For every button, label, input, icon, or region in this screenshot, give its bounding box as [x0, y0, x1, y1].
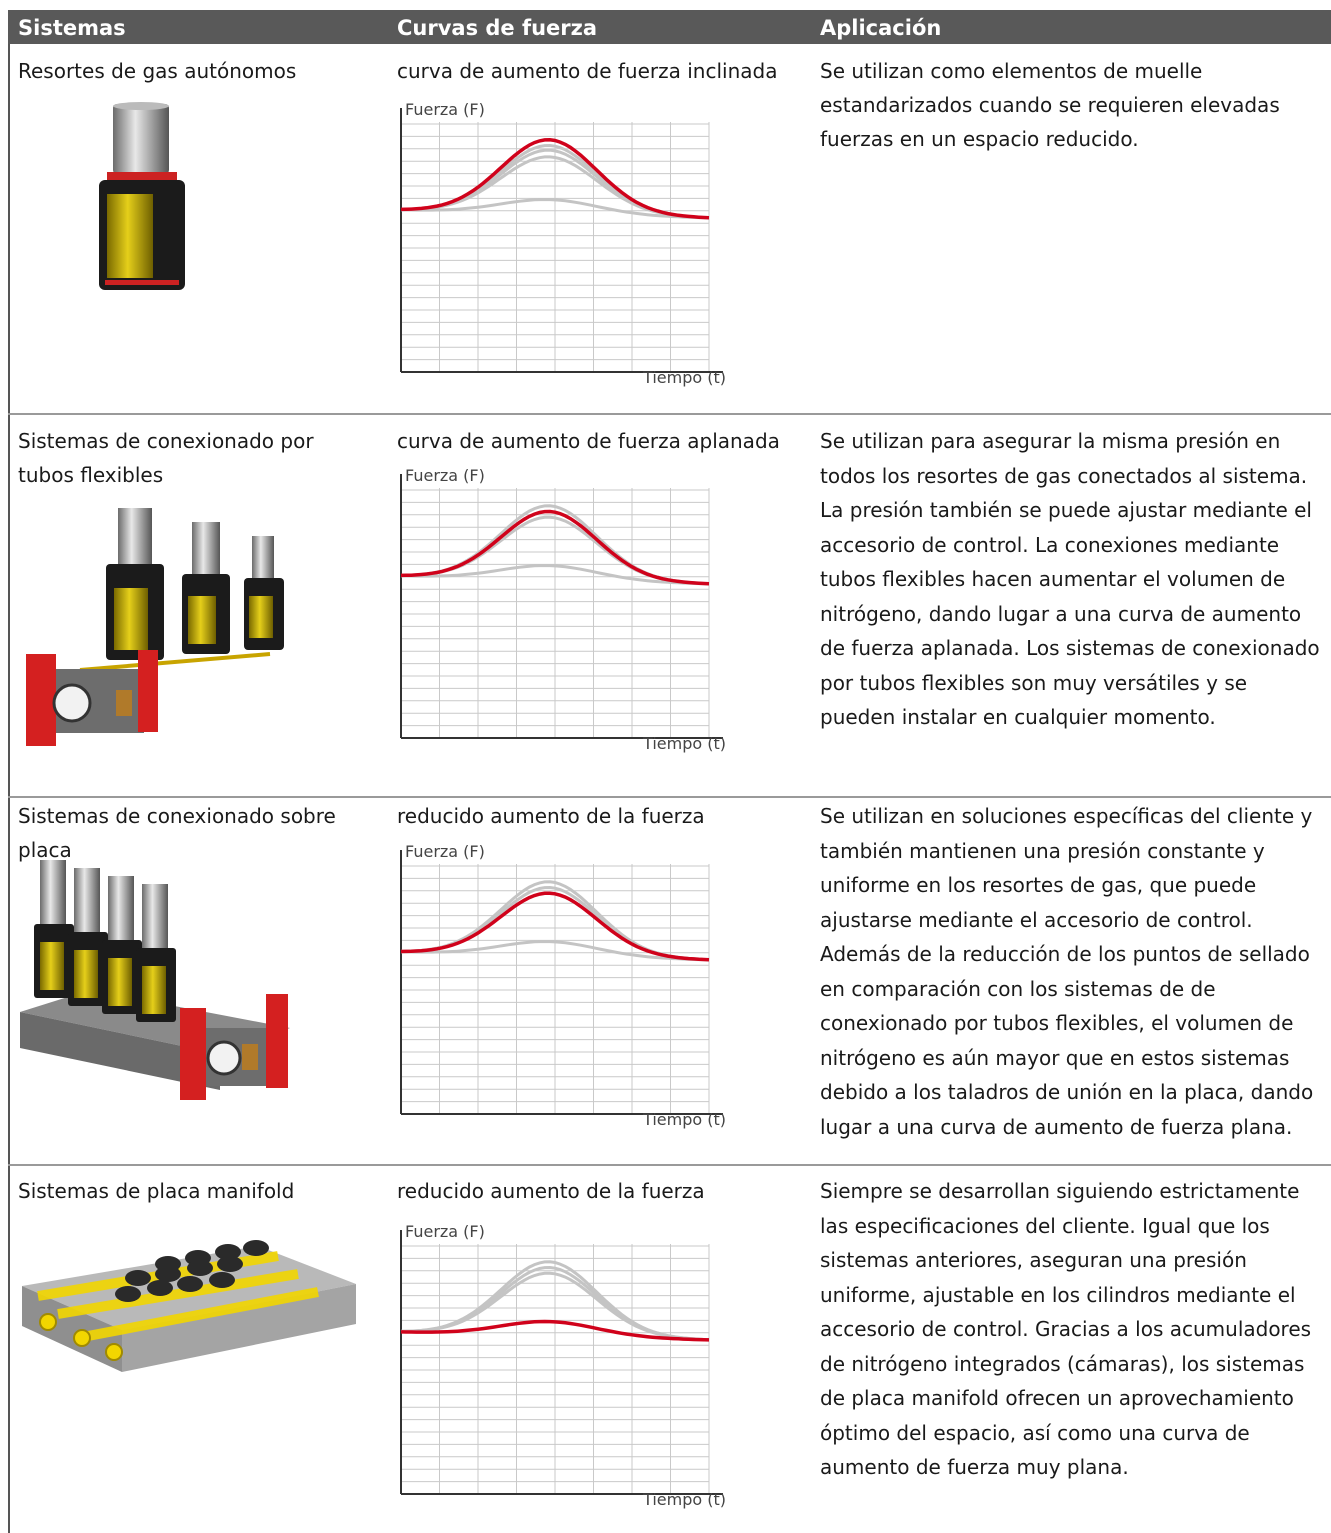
- y-axis-label: Fuerza (F): [405, 842, 485, 861]
- curve-title: curva de aumento de fuerza aplanada: [397, 429, 780, 453]
- force-chart: Fuerza (F) Tiempo (t): [393, 842, 738, 1132]
- force-curve: [400, 563, 710, 586]
- row-divider: [8, 1164, 1331, 1166]
- force-chart: Fuerza (F) Tiempo (t): [393, 466, 738, 756]
- force-chart-svg: [400, 108, 723, 373]
- application-text: Siempre se desarrollan siguiendo estrict…: [820, 1179, 1312, 1479]
- x-axis-label: Tiempo (t): [643, 734, 726, 753]
- force-curve: [400, 1271, 710, 1342]
- curve-title: reducido aumento de la fuerza: [397, 804, 705, 828]
- force-chart-svg: [400, 1230, 723, 1495]
- highlighted-force-curve: [400, 138, 710, 220]
- force-chart-svg: [400, 474, 723, 739]
- system-name: Sistemas de placa manifold: [18, 1179, 295, 1203]
- x-axis-label: Tiempo (t): [643, 1110, 726, 1129]
- row-divider: [8, 796, 1331, 798]
- gas-spring-icon: [95, 102, 195, 298]
- force-chart-svg: [400, 850, 723, 1115]
- curve-title: reducido aumento de la fuerza: [397, 1179, 705, 1203]
- curve-title: curva de aumento de fuerza inclinada: [397, 59, 778, 83]
- highlighted-force-curve: [400, 1319, 710, 1342]
- header-curves: Curvas de fuerza: [397, 16, 598, 40]
- y-axis-label: Fuerza (F): [405, 100, 485, 119]
- application-text: Se utilizan en soluciones específicas de…: [820, 804, 1314, 1139]
- plate-system-icon: [20, 858, 290, 1108]
- force-chart: Fuerza (F) Tiempo (t): [393, 1222, 738, 1512]
- force-curve: [400, 197, 710, 220]
- y-axis-label: Fuerza (F): [405, 466, 485, 485]
- x-axis-label: Tiempo (t): [643, 368, 726, 387]
- application-text: Se utilizan para asegurar la misma presi…: [820, 429, 1320, 729]
- highlighted-force-curve: [400, 509, 710, 586]
- force-chart: Fuerza (F) Tiempo (t): [393, 100, 738, 390]
- manifold-plate-icon: [18, 1226, 358, 1376]
- header-systems: Sistemas: [18, 16, 126, 40]
- application-text: Se utilizan como elementos de muelle est…: [820, 59, 1280, 151]
- table-left-border: [8, 44, 10, 1533]
- table-header: Sistemas Curvas de fuerza Aplicación: [8, 10, 1331, 44]
- force-curve: [400, 939, 710, 962]
- x-axis-label: Tiempo (t): [643, 1490, 726, 1509]
- system-name: Sistemas de conexionado por tubos flexib…: [18, 429, 314, 487]
- highlighted-force-curve: [400, 891, 710, 962]
- system-name: Sistemas de conexionado sobre placa: [18, 804, 336, 862]
- system-name: Resortes de gas autónomos: [18, 59, 297, 83]
- y-axis-label: Fuerza (F): [405, 1222, 485, 1241]
- hose-system-icon: [20, 504, 312, 754]
- row-divider: [8, 413, 1331, 415]
- header-application: Aplicación: [820, 16, 942, 40]
